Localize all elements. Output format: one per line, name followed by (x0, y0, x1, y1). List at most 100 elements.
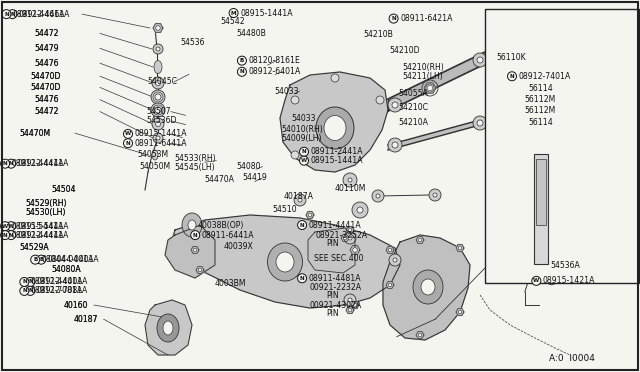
Circle shape (6, 222, 15, 231)
Circle shape (343, 236, 347, 240)
Circle shape (473, 116, 487, 130)
Text: 08912-4441A: 08912-4441A (12, 231, 64, 240)
Text: B: B (39, 257, 44, 262)
Circle shape (152, 77, 164, 89)
Circle shape (151, 103, 165, 117)
Text: 54470D: 54470D (31, 72, 61, 81)
Circle shape (300, 147, 308, 156)
Text: 08911-4481A: 08911-4481A (308, 274, 361, 283)
Text: 08912-7401A: 08912-7401A (518, 72, 571, 81)
Text: N: N (509, 74, 515, 79)
Circle shape (563, 73, 577, 87)
Text: B: B (240, 58, 244, 63)
Ellipse shape (163, 321, 173, 335)
Circle shape (564, 156, 576, 168)
Circle shape (495, 87, 499, 90)
Text: 08912-4461A: 08912-4461A (13, 10, 65, 19)
Circle shape (372, 190, 384, 202)
Circle shape (532, 276, 541, 285)
Polygon shape (308, 228, 355, 273)
Circle shape (418, 333, 422, 337)
Circle shape (343, 173, 357, 187)
Text: 54080A: 54080A (51, 265, 81, 274)
Circle shape (568, 48, 572, 52)
Circle shape (331, 74, 339, 82)
Text: 54210A: 54210A (398, 118, 428, 126)
Circle shape (565, 33, 575, 43)
Text: 08120-8161E: 08120-8161E (248, 56, 300, 65)
Text: W: W (8, 224, 14, 229)
Text: 08911-6421A: 08911-6421A (400, 14, 452, 23)
Text: N: N (301, 149, 307, 154)
Circle shape (418, 238, 422, 242)
Text: N: N (3, 161, 8, 166)
Circle shape (428, 85, 433, 91)
Circle shape (426, 84, 434, 92)
Text: 54080A: 54080A (51, 265, 81, 274)
Ellipse shape (276, 252, 294, 272)
Text: N: N (300, 276, 305, 281)
Text: 54536: 54536 (180, 38, 205, 47)
Text: 54529(RH): 54529(RH) (26, 199, 67, 208)
Circle shape (153, 44, 163, 54)
Circle shape (156, 136, 160, 140)
Text: 54476: 54476 (34, 59, 58, 68)
Text: 08911-6441A: 08911-6441A (202, 231, 254, 240)
Circle shape (568, 78, 572, 82)
Text: N: N (239, 69, 244, 74)
Ellipse shape (421, 279, 435, 295)
Circle shape (20, 278, 29, 286)
Text: 08915-5441A: 08915-5441A (12, 222, 64, 231)
Text: 54510: 54510 (272, 205, 296, 214)
Circle shape (26, 286, 35, 295)
Circle shape (388, 248, 392, 252)
Bar (536, 159, 545, 225)
Text: N: N (22, 288, 27, 294)
Text: 08915-1441A: 08915-1441A (310, 156, 363, 165)
Circle shape (31, 255, 40, 264)
Text: 08912-7081A: 08912-7081A (36, 286, 88, 295)
Circle shape (156, 80, 161, 86)
Text: 54529A: 54529A (19, 243, 49, 252)
Circle shape (388, 98, 402, 112)
Circle shape (348, 228, 352, 232)
Circle shape (392, 102, 398, 108)
Circle shape (6, 231, 15, 240)
Text: 40039X: 40039X (224, 242, 253, 251)
Polygon shape (388, 120, 480, 150)
Circle shape (538, 265, 544, 271)
Text: N: N (28, 279, 33, 285)
Text: 4003BM: 4003BM (214, 279, 246, 288)
Circle shape (291, 96, 299, 104)
Circle shape (429, 189, 441, 201)
Circle shape (389, 14, 398, 23)
Text: 40187: 40187 (74, 315, 98, 324)
Ellipse shape (324, 115, 346, 141)
Text: 54504: 54504 (51, 185, 76, 194)
Text: 08912-4401A: 08912-4401A (36, 278, 88, 286)
Circle shape (568, 93, 572, 97)
Text: A:0  I0004: A:0 I0004 (549, 355, 595, 363)
Text: 54033: 54033 (274, 87, 298, 96)
Circle shape (568, 61, 572, 65)
Text: 54545(LH): 54545(LH) (174, 163, 214, 172)
Text: 00921-2232A: 00921-2232A (309, 283, 361, 292)
Polygon shape (416, 237, 424, 243)
Circle shape (6, 159, 15, 168)
Text: 40110M: 40110M (334, 185, 365, 193)
Circle shape (538, 81, 544, 87)
Polygon shape (456, 244, 464, 251)
Circle shape (492, 84, 502, 93)
Text: N: N (391, 16, 396, 21)
Polygon shape (388, 52, 485, 111)
Text: 54210(RH): 54210(RH) (402, 63, 444, 72)
Text: 54476: 54476 (34, 95, 58, 104)
Text: B: B (33, 257, 37, 262)
Circle shape (376, 194, 380, 198)
Circle shape (495, 74, 499, 78)
Text: 54053M: 54053M (138, 150, 169, 159)
Text: 40160: 40160 (64, 301, 88, 310)
Circle shape (298, 198, 302, 202)
Circle shape (568, 113, 572, 117)
Polygon shape (196, 266, 204, 273)
